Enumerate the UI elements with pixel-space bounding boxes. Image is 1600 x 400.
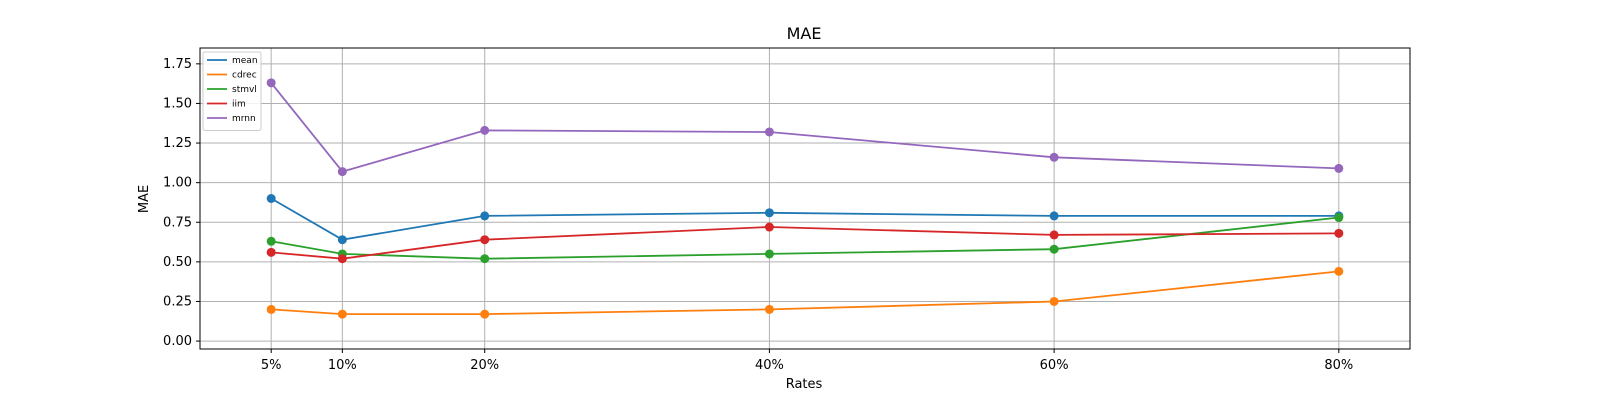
x-axis-title: Rates [786, 377, 823, 392]
data-point-stmvl [764, 249, 774, 259]
data-point-stmvl [480, 254, 490, 264]
x-tick-label: 20% [470, 358, 499, 373]
legend-item-iim: iim [207, 100, 246, 110]
legend-item-mean: mean [207, 56, 258, 66]
y-tick-label: 0.75 [163, 215, 192, 230]
data-point-mrnn [764, 127, 774, 137]
series-line-cdrec [271, 270, 1339, 316]
legend-item-stmvl: stmvl [207, 85, 257, 95]
legend-label: iim [232, 100, 246, 110]
series-iim [266, 222, 1344, 264]
legend-label: mean [232, 56, 258, 66]
data-point-stmvl [266, 236, 276, 246]
legend-label: mrnn [232, 114, 256, 124]
legend-item-cdrec: cdrec [207, 71, 257, 81]
data-point-mrnn [337, 167, 347, 177]
data-point-mean [764, 208, 774, 218]
data-point-iim [764, 222, 774, 232]
y-tick-label: 1.50 [163, 96, 192, 111]
series-line-mean [270, 197, 1339, 241]
x-tick-label: 60% [1040, 358, 1069, 373]
y-tick-label: 0.00 [163, 334, 192, 349]
data-point-cdrec [764, 304, 774, 314]
data-point-mrnn [1049, 152, 1059, 162]
data-point-cdrec [337, 309, 347, 319]
series-mrnn [266, 78, 1344, 177]
series-line-iim [271, 226, 1339, 260]
y-tick-label: 0.25 [163, 294, 192, 309]
data-point-mean [480, 211, 490, 221]
y-tick-label: 1.00 [163, 176, 192, 191]
data-point-mean [266, 194, 276, 203]
data-point-iim [337, 254, 347, 264]
data-point-mrnn [1334, 163, 1344, 173]
series-lines [266, 78, 1344, 319]
series-line-stmvl [271, 216, 1339, 260]
data-point-mrnn [266, 78, 276, 88]
data-point-stmvl [1334, 213, 1344, 223]
x-tick-label: 40% [755, 358, 784, 373]
data-point-iim [480, 235, 490, 245]
chart-title: MAE [787, 24, 822, 43]
legend-label: cdrec [232, 71, 257, 81]
legend: mean cdrec stmvl iim mrnn [202, 51, 262, 131]
data-point-stmvl [1049, 244, 1059, 254]
data-point-cdrec [1049, 296, 1059, 306]
plot-area-frame [199, 47, 1411, 350]
series-cdrec [266, 266, 1344, 319]
legend-label: stmvl [232, 85, 257, 95]
data-point-mean [337, 235, 347, 245]
data-point-iim [1334, 228, 1344, 238]
data-point-mrnn [480, 125, 490, 135]
series-mean [266, 194, 1344, 245]
y-tick-label: 0.50 [163, 255, 192, 270]
data-point-cdrec [480, 309, 490, 319]
data-point-mean [1049, 211, 1059, 221]
grid-lines [200, 48, 1410, 349]
data-point-cdrec [1334, 266, 1344, 276]
legend-box [202, 51, 262, 131]
data-point-iim [266, 247, 276, 257]
legend-item-mrnn: mrnn [207, 114, 256, 124]
series-stmvl [266, 213, 1344, 264]
data-point-cdrec [266, 304, 276, 314]
y-axis-title: MAE [137, 185, 152, 213]
axis-ticks: 5% 10% 20% 40% 60% 80% 0.00 0.25 0.50 0.75 1.00 1.2… [163, 57, 1353, 373]
y-tick-label: 1.75 [163, 57, 192, 72]
x-tick-label: 5% [261, 358, 282, 373]
series-line-mrnn [270, 82, 1339, 173]
x-tick-label: 10% [328, 358, 357, 373]
x-tick-label: 80% [1324, 358, 1353, 373]
y-tick-label: 1.25 [163, 136, 192, 151]
data-point-iim [1049, 230, 1059, 240]
